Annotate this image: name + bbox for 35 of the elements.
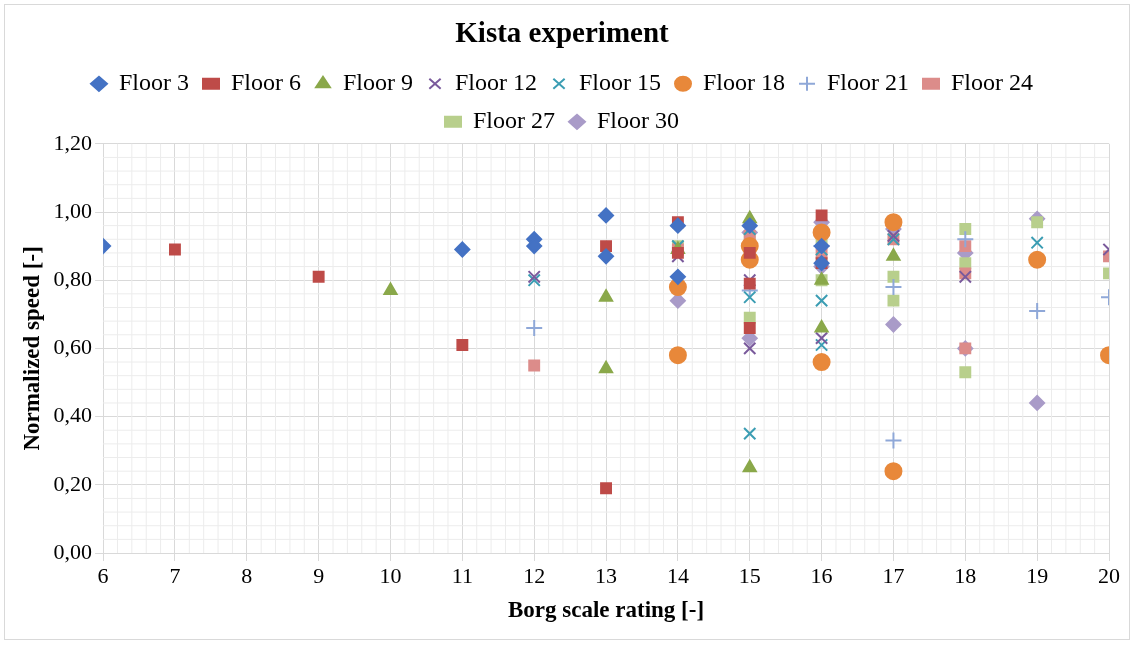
x-tick-label: 20 <box>1098 562 1120 588</box>
x-tick-label: 11 <box>451 562 473 588</box>
x-tick-label: 16 <box>810 562 833 588</box>
y-tick-label: 0,00 <box>53 538 93 564</box>
y-tick-label: 0,60 <box>53 334 93 360</box>
legend-label: Floor 15 <box>579 69 662 96</box>
y-tick-label: 0,80 <box>53 265 93 291</box>
legend-label: Floor 30 <box>597 107 680 134</box>
legend-label: Floor 21 <box>827 69 910 96</box>
legend-label: Floor 24 <box>951 69 1034 96</box>
y-axis-title: Normalized speed [-] <box>18 246 44 451</box>
legend-label: Floor 12 <box>454 69 538 96</box>
x-tick-label: 19 <box>1026 562 1049 588</box>
x-tick-label: 15 <box>738 562 761 588</box>
y-tick-label: 0,40 <box>53 402 93 428</box>
legend-label: Floor 27 <box>472 107 556 134</box>
legend-label: Floor 6 <box>230 69 301 96</box>
x-tick-label: 9 <box>313 562 325 588</box>
x-tick-label: 12 <box>523 562 546 588</box>
x-axis-title: Borg scale rating [-] <box>508 597 705 623</box>
x-tick-label: 8 <box>241 562 253 588</box>
x-tick-label: 18 <box>954 562 977 588</box>
x-tick-label: 6 <box>97 562 109 588</box>
x-tick-label: 7 <box>169 562 181 588</box>
y-tick-label: 0,20 <box>53 470 93 496</box>
chart-title: Kista experiment <box>455 15 670 48</box>
legend-label: Floor 3 <box>118 69 189 96</box>
legend-label: Floor 9 <box>342 69 413 96</box>
y-tick-label: 1,00 <box>53 197 93 223</box>
x-tick-label: 10 <box>379 562 402 588</box>
legend-label: Floor 18 <box>703 69 786 96</box>
x-tick-label: 17 <box>882 562 905 588</box>
x-tick-label: 14 <box>666 562 689 588</box>
x-tick-label: 13 <box>595 562 618 588</box>
y-tick-label: 1,20 <box>53 129 93 155</box>
